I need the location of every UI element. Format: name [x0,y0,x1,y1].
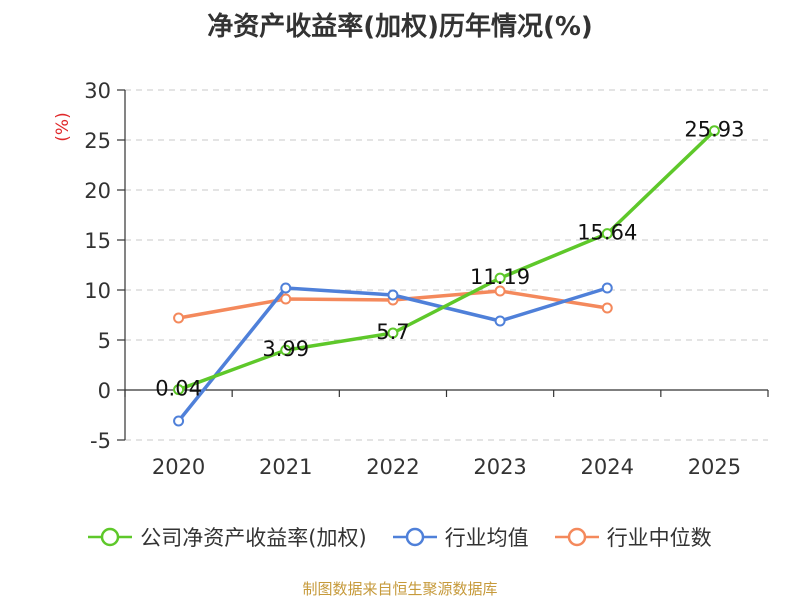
y-tick-label: 25 [84,129,111,153]
data-labels: 0.04 3.99 5.7 11.19 15.64 25.93 [155,118,744,401]
data-point-industry-avg[interactable] [494,315,506,327]
legend-marker-company [88,527,133,547]
y-tick-label: 15 [84,229,111,253]
data-label-company: 3.99 [262,337,309,361]
legend-item-company[interactable]: 公司净资产收益率(加权) [88,522,367,552]
data-point-industry-avg[interactable] [173,415,185,427]
x-tick-label: 2020 [152,455,205,479]
data-label-company: 15.64 [577,221,637,245]
data-point-company[interactable] [601,228,613,240]
x-tick-label: 2025 [688,455,741,479]
legend-item-industry-median[interactable]: 行业中位数 [554,522,712,552]
chart-legend: 公司净资产收益率(加权) 行业均值 行业中位数 [0,522,800,552]
data-label-company: 5.7 [376,320,409,344]
y-tick-label: 0 [98,379,111,403]
data-point-company[interactable] [387,327,399,339]
series-lines [173,125,720,427]
y-tick-label: 5 [98,329,111,353]
data-point-industry-median[interactable] [494,285,506,297]
data-point-industry-avg[interactable] [280,282,292,294]
legend-label-industry-average: 行业均值 [444,526,529,550]
y-tick-label: 30 [84,79,111,103]
data-label-company: 11.19 [470,265,530,289]
x-tick-label: 2021 [259,455,312,479]
legend-marker-industry-median [554,527,599,547]
chart-title: 净资产收益率(加权)历年情况(%) [207,12,593,42]
y-axis-unit-label: (%) [53,112,73,141]
data-point-industry-median[interactable] [173,312,185,324]
data-label-company: 0.04 [155,377,202,401]
x-tick-label: 2022 [366,455,419,479]
legend-marker-industry-average [392,527,437,547]
x-tick-label: 2023 [473,455,526,479]
data-point-industry-avg[interactable] [601,282,613,294]
data-point-company[interactable] [173,384,185,396]
data-point-company[interactable] [280,344,292,356]
data-point-industry-avg[interactable] [387,289,399,301]
data-source-note: 制图数据来自恒生聚源数据库 [302,580,498,598]
data-point-company[interactable] [494,272,506,284]
x-tick-label: 2024 [581,455,634,479]
y-tick-label: -5 [90,429,111,453]
legend-label-industry-median: 行业中位数 [606,526,712,550]
y-tick-label: 10 [84,279,111,303]
y-tick-label: 20 [84,179,111,203]
legend-item-industry-average[interactable]: 行业均值 [392,522,529,552]
series-line-company [177,129,716,392]
data-point-industry-median[interactable] [280,293,292,305]
data-label-company: 25.93 [684,118,744,142]
gridlines [125,89,768,441]
legend-label-company: 公司净资产收益率(加权) [140,526,367,550]
data-point-industry-median[interactable] [601,302,613,314]
data-point-company[interactable] [708,125,720,137]
